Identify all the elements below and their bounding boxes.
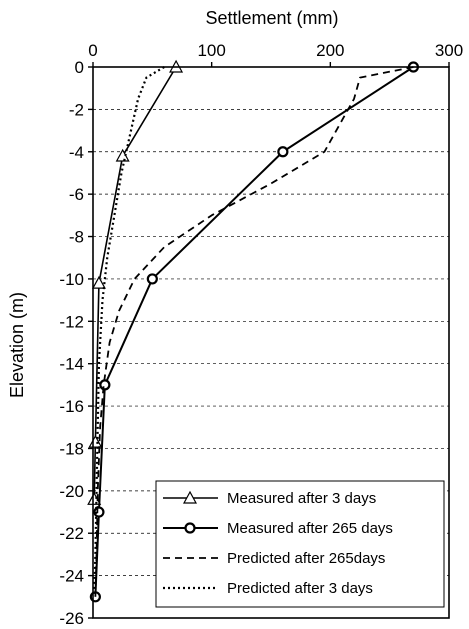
plot-frame xyxy=(92,66,450,619)
legend-marker xyxy=(184,522,196,534)
series-line xyxy=(94,66,414,597)
series-3 xyxy=(94,66,414,597)
y-tick-label: -2 xyxy=(69,100,84,119)
x-axis-title: Settlement (mm) xyxy=(205,8,338,28)
axis-ticks: 0 100 200 300 0 -2 -4 -6 -8 -10 -12 -14 -16 -18 -20 -22… xyxy=(59,41,463,628)
y-tick-label: -10 xyxy=(59,270,84,289)
y-tick-label: -16 xyxy=(59,397,84,416)
x-tick-label: 100 xyxy=(197,41,225,60)
y-tick-label: -24 xyxy=(59,567,84,586)
series-line xyxy=(93,66,177,500)
data-point xyxy=(277,146,289,158)
y-tick-label: -22 xyxy=(59,524,84,543)
data-point xyxy=(91,275,106,289)
y-tick-label: -12 xyxy=(59,312,84,331)
legend-label: Predicted after 265days xyxy=(227,550,385,567)
legend-label: Predicted after 3 days xyxy=(227,580,373,597)
x-tick-label: 200 xyxy=(316,41,344,60)
y-tick-label: 0 xyxy=(75,58,84,77)
legend: Measured after 3 days Measured after 265 … xyxy=(155,480,445,608)
y-tick-label: -18 xyxy=(59,439,84,458)
legend-label: Measured after 3 days xyxy=(227,490,376,507)
y-tick-label: -8 xyxy=(69,228,84,247)
x-tick-label: 300 xyxy=(435,41,463,60)
y-tick-label: -20 xyxy=(59,482,84,501)
legend-marker xyxy=(182,490,198,504)
x-tick-label: 0 xyxy=(88,41,97,60)
legend-label: Measured after 265 days xyxy=(227,520,393,537)
series-2 xyxy=(89,61,419,603)
y-tick-label: -6 xyxy=(69,185,84,204)
y-axis-title: Elevation (m) xyxy=(7,292,27,398)
y-tick-label: -4 xyxy=(69,143,84,162)
legend-box xyxy=(155,480,445,608)
series-line xyxy=(94,66,414,597)
y-tick-label: -26 xyxy=(59,609,84,628)
y-tick-label: -14 xyxy=(59,355,84,374)
data-point xyxy=(146,273,158,285)
data-point xyxy=(99,379,111,391)
